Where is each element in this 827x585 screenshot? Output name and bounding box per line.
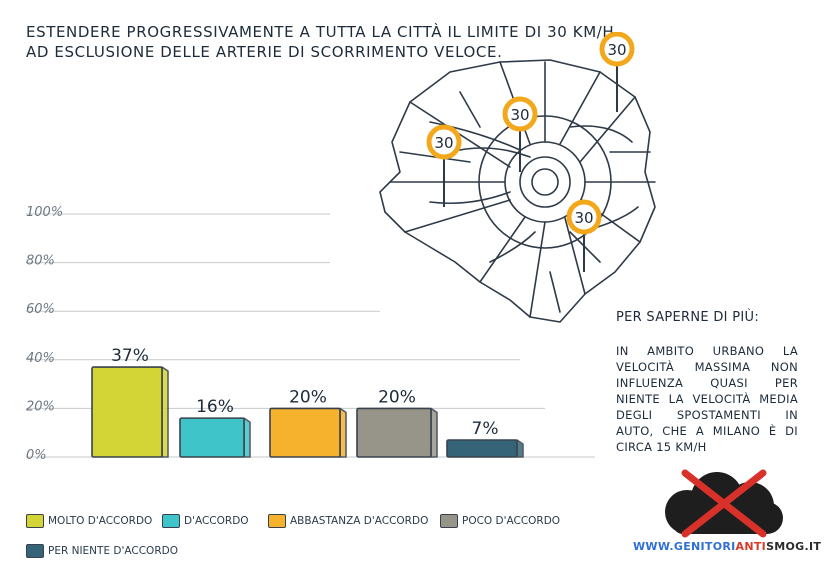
bar <box>179 417 245 458</box>
y-tick-label: 40% <box>26 351 55 366</box>
speed-sign-label: 30 <box>607 41 626 59</box>
bar-group <box>269 407 347 458</box>
y-tick-label: 20% <box>26 399 55 414</box>
brand-prefix: WWW.GENITORI <box>633 540 736 553</box>
title-line-2: AD ESCLUSIONE DELLE ARTERIE DI SCORRIMEN… <box>26 43 503 61</box>
bar-side <box>430 407 438 458</box>
smog-cloud-crossed-icon <box>665 469 783 538</box>
speed-sign-3: 30 <box>599 32 635 112</box>
speed-sign-1: 30 <box>426 124 462 207</box>
legend-swatch <box>26 514 44 528</box>
chart-title: ESTENDERE PROGRESSIVAMENTE A TUTTA LA CI… <box>26 22 615 62</box>
bar-group <box>179 417 251 458</box>
bar-chart: 0% 20% 40% 60% 80% 100% 37% 16% 20% 20% 7% <box>26 205 595 463</box>
info-heading: PER SAPERNE DI PIÙ: <box>616 310 760 325</box>
legend-label: PER NIENTE D'ACCORDO <box>48 545 178 557</box>
legend-swatch <box>268 514 286 528</box>
legend-item-molto: MOLTO D'ACCORDO <box>26 514 152 528</box>
bar-group <box>356 407 438 458</box>
speed-sign-label: 30 <box>510 106 529 124</box>
bar <box>269 407 341 458</box>
y-tick-label: 60% <box>26 302 55 317</box>
title-line-1: ESTENDERE PROGRESSIVAMENTE A TUTTA LA CI… <box>26 23 615 41</box>
speed-sign-label: 30 <box>574 209 593 227</box>
data-label: 16% <box>196 397 234 417</box>
data-label: 7% <box>472 419 499 439</box>
legend-swatch <box>440 514 458 528</box>
website-link[interactable]: WWW.GENITORIANTISMOG.IT <box>633 540 821 553</box>
data-label: 20% <box>378 387 416 407</box>
bar-group <box>91 366 169 458</box>
legend-label: POCO D'ACCORDO <box>462 515 561 527</box>
legend-item-abbastanza: ABBASTANZA D'ACCORDO <box>268 514 428 528</box>
bar <box>446 439 518 458</box>
y-tick-label: 0% <box>26 448 47 463</box>
bar-group <box>446 439 524 458</box>
legend-swatch <box>26 544 44 558</box>
data-label: 37% <box>111 346 149 366</box>
bar-side <box>161 366 169 458</box>
legend-swatch <box>162 514 180 528</box>
legend-label: ABBASTANZA D'ACCORDO <box>290 515 429 527</box>
speed-sign-2: 30 <box>502 96 538 172</box>
bar <box>91 366 163 458</box>
info-box: PER SAPERNE DI PIÙ: IN AMBITO URBANO LA … <box>616 310 798 455</box>
data-label: 20% <box>289 387 327 407</box>
brand-suffix: SMOG.IT <box>766 540 822 553</box>
legend-item-poco: POCO D'ACCORDO <box>440 514 560 528</box>
info-body: IN AMBITO URBANO LA VELOCITÀ MASSIMA NON… <box>616 344 798 454</box>
bar-side <box>339 407 347 458</box>
legend-item-per-niente: PER NIENTE D'ACCORDO <box>26 544 178 558</box>
legend-label: D'ACCORDO <box>184 515 249 527</box>
y-tick-label: 100% <box>26 205 63 220</box>
legend-label: MOLTO D'ACCORDO <box>48 515 153 527</box>
legend-item-accordo: D'ACCORDO <box>162 514 249 528</box>
bar-side <box>243 417 251 458</box>
bar-side <box>516 439 524 458</box>
bar <box>356 407 432 458</box>
speed-sign-label: 30 <box>434 134 453 152</box>
y-tick-label: 80% <box>26 254 55 269</box>
speed-sign-4: 30 <box>566 199 602 272</box>
brand-middle: ANTI <box>735 540 767 553</box>
milan-map-illustration: 30 30 30 30 <box>379 32 656 323</box>
